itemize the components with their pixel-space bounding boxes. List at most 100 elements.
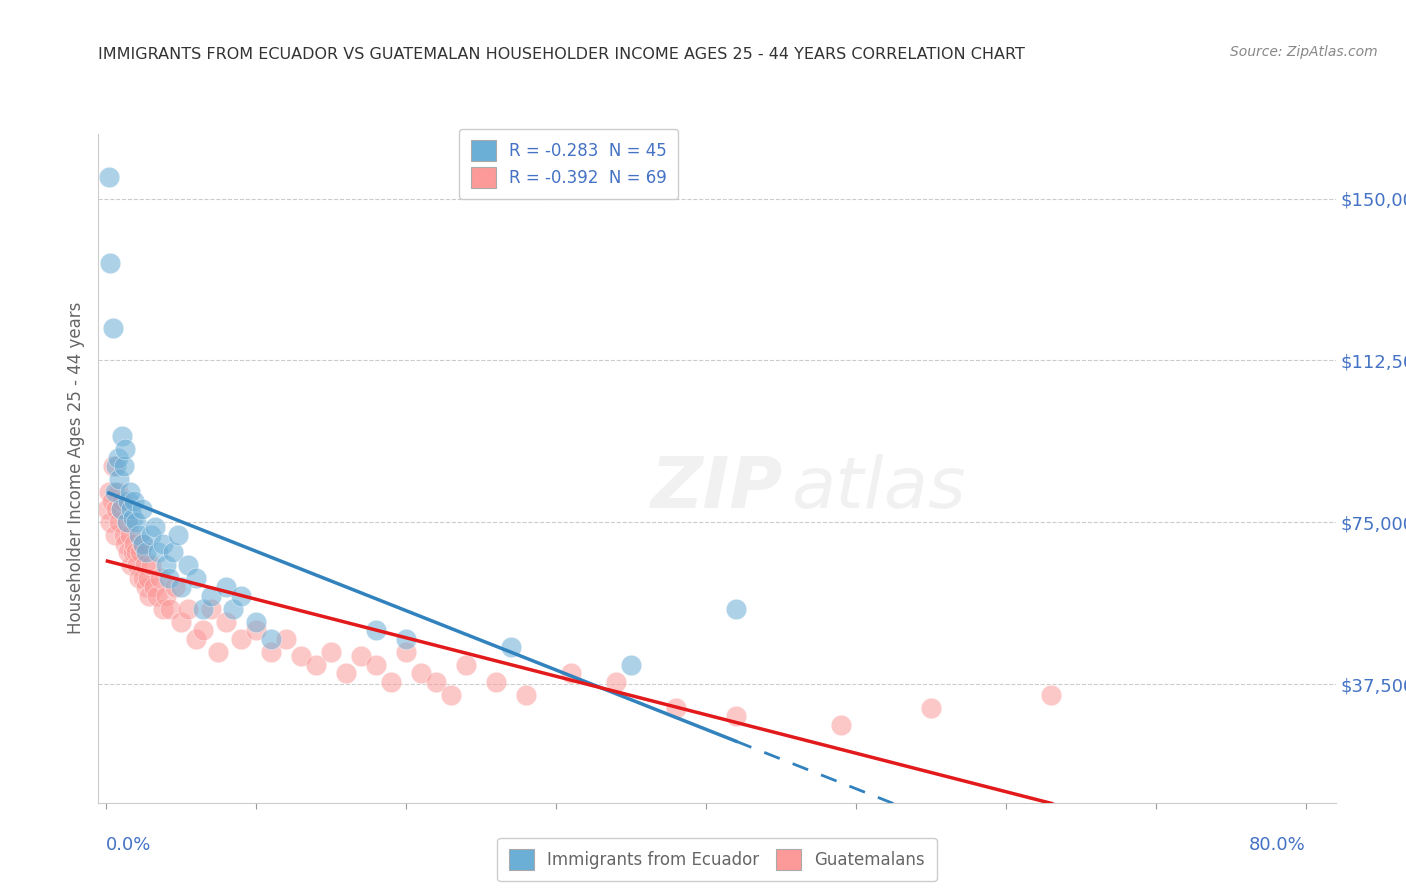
Point (105, 459, 128, 474)
Point (128, 571, 150, 585)
Text: atlas: atlas (790, 454, 965, 523)
Point (380, 675, 402, 690)
Point (129, 545, 152, 559)
Point (170, 580, 193, 594)
Point (97, 169, 120, 184)
Y-axis label: Householder Income Ages 25 - 44 years: Householder Income Ages 25 - 44 years (66, 302, 84, 634)
Point (127, 558, 149, 573)
Point (215, 580, 238, 594)
Point (100, 256, 122, 270)
Point (163, 580, 186, 594)
Point (103, 459, 125, 474)
Point (350, 648, 373, 663)
Point (157, 571, 180, 585)
Point (132, 571, 155, 585)
Point (135, 545, 157, 559)
Point (260, 632, 283, 646)
Point (114, 537, 136, 551)
Point (138, 589, 160, 603)
Point (177, 601, 200, 615)
Point (131, 537, 153, 551)
Point (110, 502, 132, 516)
Point (395, 645, 418, 659)
Point (395, 632, 418, 646)
Point (107, 450, 129, 465)
Point (364, 623, 387, 637)
Point (184, 632, 207, 646)
Point (104, 485, 127, 500)
Point (1039, 688, 1062, 702)
Point (454, 657, 477, 672)
Point (122, 545, 145, 559)
Point (184, 571, 207, 585)
Point (132, 537, 155, 551)
Point (118, 528, 141, 542)
Point (177, 558, 200, 573)
Point (605, 675, 627, 690)
Point (108, 515, 131, 529)
Point (115, 515, 138, 529)
Point (170, 615, 193, 629)
Point (146, 589, 169, 603)
Point (229, 632, 252, 646)
Point (215, 615, 238, 629)
Point (105, 502, 128, 516)
Text: IMMIGRANTS FROM ECUADOR VS GUATEMALAN HOUSEHOLDER INCOME AGES 25 - 44 YEARS CORR: IMMIGRANTS FROM ECUADOR VS GUATEMALAN HO… (98, 47, 1025, 62)
Point (103, 321, 125, 335)
Point (920, 701, 942, 715)
Point (305, 657, 328, 672)
Point (167, 528, 190, 542)
Point (155, 589, 177, 603)
Point (97, 485, 120, 500)
Point (207, 645, 229, 659)
Point (193, 623, 215, 637)
Point (125, 545, 148, 559)
Point (114, 442, 136, 456)
Point (152, 601, 174, 615)
Point (159, 601, 181, 615)
Point (200, 589, 222, 603)
Point (112, 459, 135, 474)
Point (112, 528, 135, 542)
Point (148, 545, 170, 559)
Point (124, 537, 146, 551)
Point (152, 537, 174, 551)
Point (139, 558, 162, 573)
Text: Source: ZipAtlas.com: Source: ZipAtlas.com (1230, 45, 1378, 59)
Point (830, 718, 852, 732)
Text: 0.0%: 0.0% (105, 836, 152, 854)
Text: 80.0%: 80.0% (1249, 836, 1306, 854)
Point (724, 709, 747, 723)
Point (409, 666, 432, 681)
Point (200, 601, 222, 615)
Point (274, 632, 297, 646)
Point (128, 528, 150, 542)
Point (229, 589, 252, 603)
Point (118, 485, 141, 500)
Point (96, 502, 118, 516)
Point (111, 429, 134, 443)
Point (110, 502, 132, 516)
Point (117, 493, 139, 508)
Point (149, 571, 172, 585)
Point (142, 580, 165, 594)
Point (139, 528, 162, 542)
Point (440, 688, 463, 702)
Point (260, 645, 283, 659)
Point (499, 640, 522, 655)
Point (136, 571, 159, 585)
Point (193, 601, 215, 615)
Point (101, 493, 124, 508)
Point (245, 623, 267, 637)
Point (145, 519, 167, 533)
Point (111, 493, 134, 508)
Point (319, 645, 342, 659)
Point (245, 615, 267, 629)
Point (120, 502, 142, 516)
Point (290, 648, 312, 663)
Point (135, 580, 157, 594)
Text: ZIP: ZIP (651, 454, 783, 523)
Point (335, 666, 357, 681)
Point (104, 528, 127, 542)
Point (724, 601, 747, 615)
